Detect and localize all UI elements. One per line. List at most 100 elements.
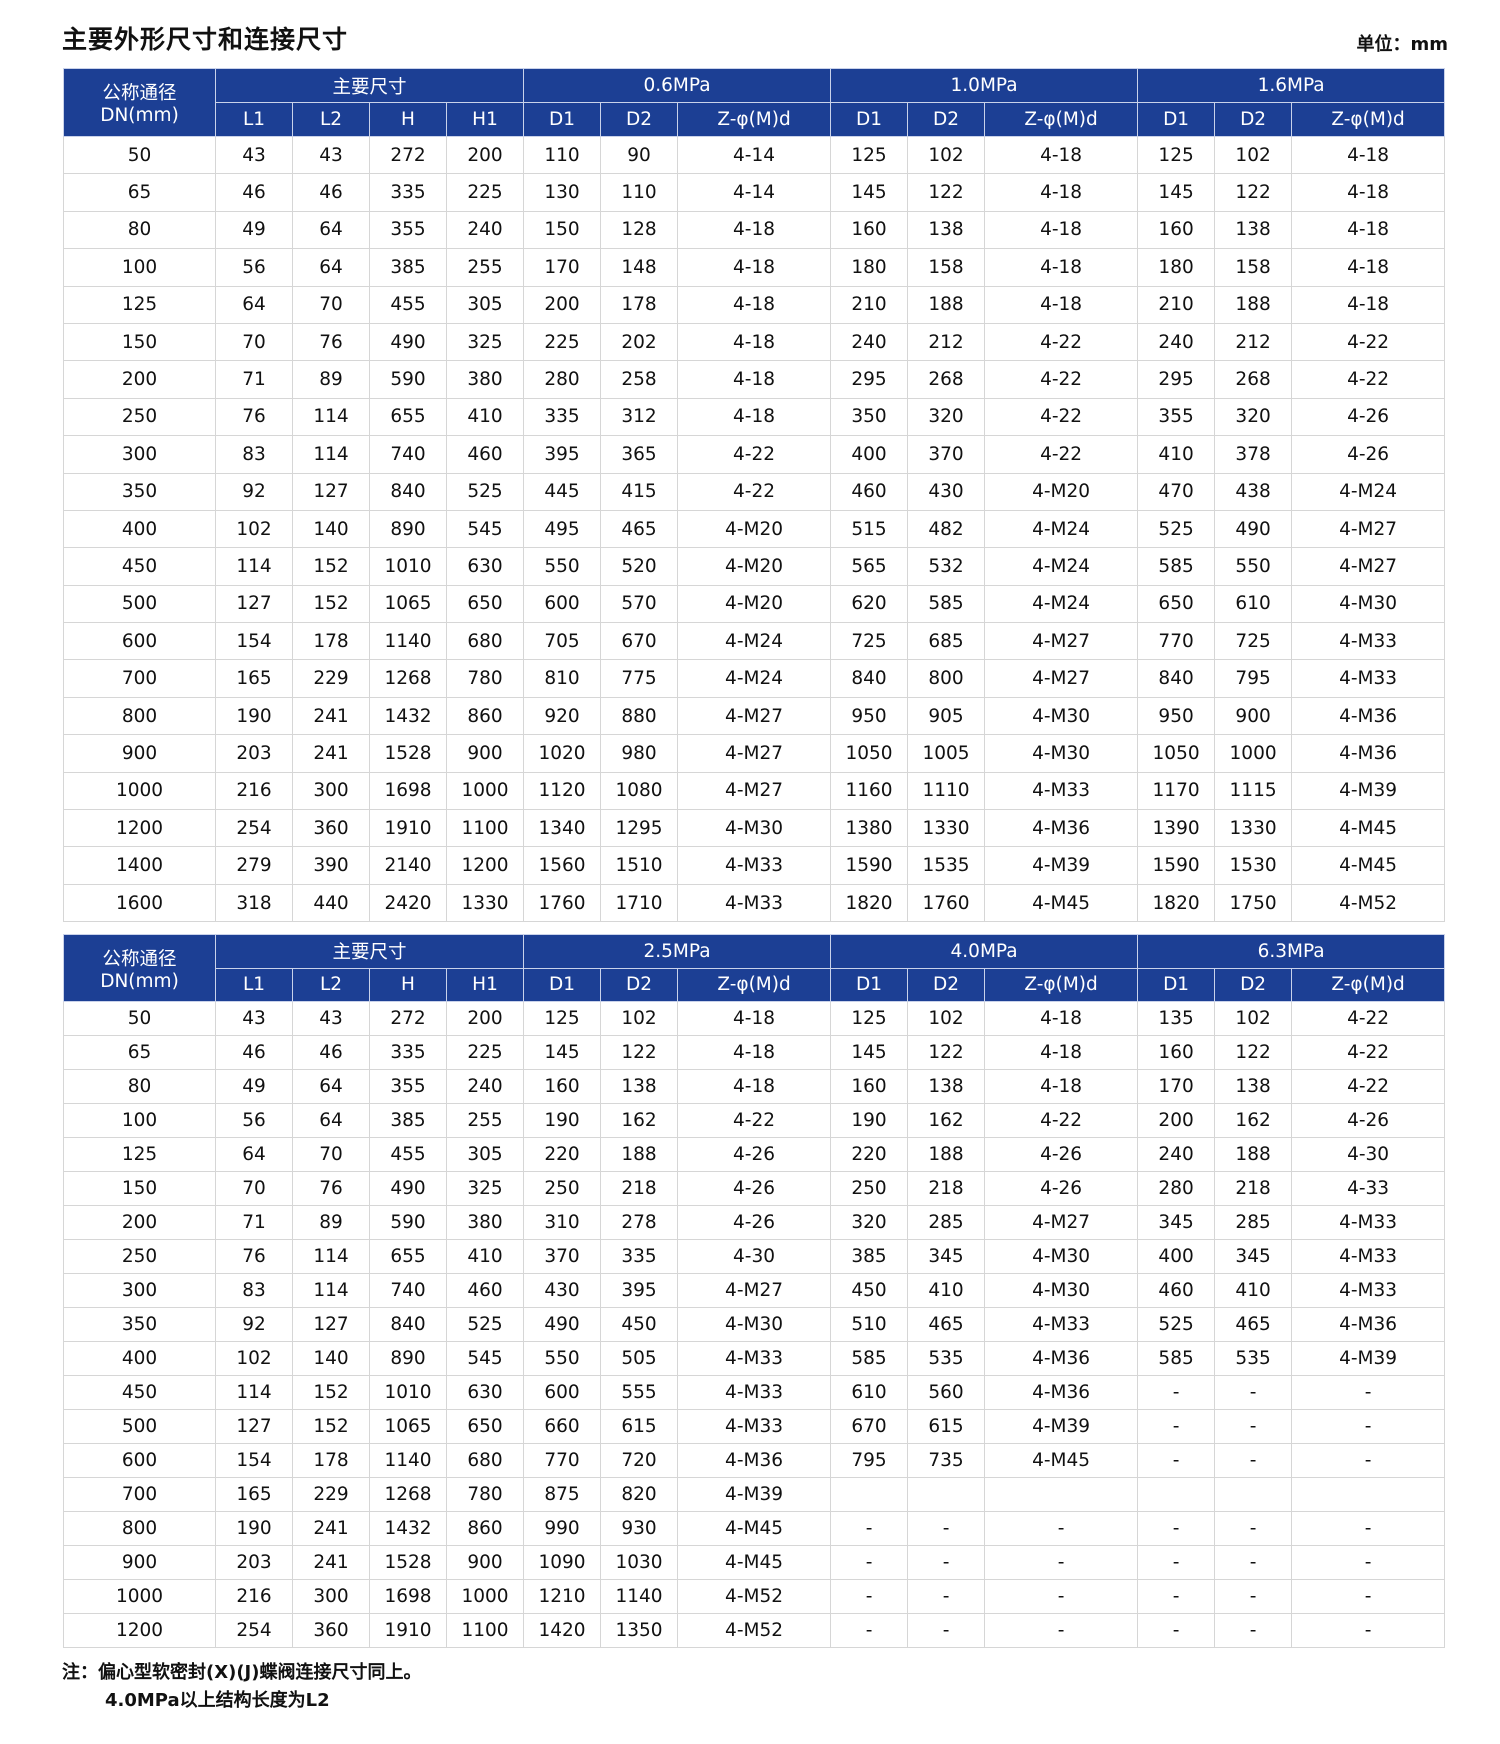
table-cell: 152 xyxy=(292,547,370,586)
table-cell: 860 xyxy=(445,696,525,736)
table-cell: 685 xyxy=(907,622,986,661)
column-header: D1 xyxy=(1137,102,1216,137)
table-cell xyxy=(830,1477,909,1512)
table-cell: 378 xyxy=(1214,435,1293,474)
table-cell: 1065 xyxy=(369,1409,447,1444)
column-header: Z-φ(M)d xyxy=(1291,967,1446,1002)
table-cell: 4-22 xyxy=(677,472,832,511)
table-cell: 450 xyxy=(63,547,216,586)
table-cell: 1005 xyxy=(907,734,986,773)
table-cell: 46 xyxy=(215,1035,293,1070)
table-cell: 89 xyxy=(292,360,370,399)
table-cell: - xyxy=(1291,1613,1446,1648)
table-cell: 154 xyxy=(215,1443,293,1478)
table-row: 250 76 114 655 410 370 335 4-30 385 345 4-M30 400 34… xyxy=(63,1239,1446,1274)
table-cell: 145 xyxy=(830,173,909,212)
table-row: 100 56 64 385 255 190 162 4-22 190 162 4-22 200 162 4… xyxy=(63,1103,1446,1138)
table-cell: 4-18 xyxy=(984,1035,1139,1070)
table-cell: 127 xyxy=(215,584,293,624)
table-cell: 470 xyxy=(1137,472,1216,511)
table-cell: 138 xyxy=(600,1069,679,1104)
table-cell: 670 xyxy=(600,622,679,661)
table-cell: 1000 xyxy=(445,1579,525,1614)
table-cell: 4-M33 xyxy=(984,1307,1139,1342)
dn-header: 公称通径 DN(mm) xyxy=(63,68,216,137)
table-row: 300 83 114 740 460 395 365 4-22 400 370 4-22 410 378… xyxy=(63,435,1446,474)
table-cell: 102 xyxy=(1214,1001,1293,1036)
table-cell: 210 xyxy=(1137,285,1216,324)
table-cell: 285 xyxy=(907,1205,986,1240)
table-cell: 285 xyxy=(1214,1205,1293,1240)
table-cell: 410 xyxy=(1214,1273,1293,1308)
table-cell: 1400 xyxy=(63,846,216,885)
table-cell: 65 xyxy=(63,173,216,212)
table-cell: 4-18 xyxy=(677,285,832,324)
table-cell: 410 xyxy=(1137,435,1216,474)
table-cell: 1340 xyxy=(523,809,602,848)
table-cell: 225 xyxy=(523,322,602,362)
table-cell: 520 xyxy=(600,547,679,586)
table-cell: 840 xyxy=(369,1307,447,1342)
table-cell: 740 xyxy=(369,435,447,474)
table-row: 350 92 127 840 525 445 415 4-22 460 430 4-M20 470 43… xyxy=(63,472,1446,511)
table-cell: - xyxy=(1137,1545,1216,1580)
table-cell: 325 xyxy=(445,322,525,362)
table-cell: 770 xyxy=(523,1443,602,1478)
table-cell: 1268 xyxy=(369,1477,447,1512)
table-cell: 4-M27 xyxy=(677,771,832,811)
table-cell: 465 xyxy=(1214,1307,1293,1342)
table-cell: 525 xyxy=(445,1307,525,1342)
table-cell: 295 xyxy=(1137,360,1216,399)
table-cell: 4-M52 xyxy=(677,1613,832,1648)
table-cell: 1330 xyxy=(907,809,986,848)
column-header: H xyxy=(369,967,447,1002)
table-cell: 188 xyxy=(1214,1137,1293,1172)
table-cell: - xyxy=(984,1579,1139,1614)
table-cell: 127 xyxy=(215,1409,293,1444)
column-header: D2 xyxy=(1214,102,1293,137)
table-cell: 4-22 xyxy=(1291,322,1446,362)
column-header: D1 xyxy=(830,102,909,137)
column-header: H1 xyxy=(445,102,525,137)
table-cell xyxy=(1291,1477,1446,1512)
table-cell: 203 xyxy=(215,734,293,773)
table-row: 200 71 89 590 380 280 258 4-18 295 268 4-22 295 268 4… xyxy=(63,360,1446,399)
table-cell: 135 xyxy=(1137,1001,1216,1036)
table-cell: 4-M27 xyxy=(984,1205,1139,1240)
table-cell: 4-M33 xyxy=(1291,622,1446,661)
table-cell: 860 xyxy=(445,1511,525,1546)
table-cell: 465 xyxy=(600,509,679,549)
table-cell: 180 xyxy=(1137,248,1216,287)
table-cell: 795 xyxy=(830,1443,909,1478)
table-cell: 1600 xyxy=(63,883,216,923)
table-cell: 390 xyxy=(292,846,370,885)
table-cell: 4-M27 xyxy=(677,696,832,736)
table-cell: 4-M30 xyxy=(1291,584,1446,624)
table-cell: 4-M36 xyxy=(1291,734,1446,773)
table-cell: 90 xyxy=(600,135,679,175)
page-title: 主要外形尺寸和连接尺寸 xyxy=(62,25,349,54)
column-header: Z-φ(M)d xyxy=(984,967,1139,1002)
table-cell: 4-18 xyxy=(1291,173,1446,212)
table-cell: 360 xyxy=(292,1613,370,1648)
table-cell: 990 xyxy=(523,1511,602,1546)
table-cell: 70 xyxy=(292,1137,370,1172)
table-cell: 1698 xyxy=(369,1579,447,1614)
table-cell: 600 xyxy=(523,584,602,624)
table-cell: - xyxy=(907,1579,986,1614)
table-cell: 1050 xyxy=(1137,734,1216,773)
table-cell: 670 xyxy=(830,1409,909,1444)
table-cell: 1140 xyxy=(369,622,447,661)
table-cell: 4-26 xyxy=(1291,1103,1446,1138)
table-cell: 4-M27 xyxy=(677,734,832,773)
column-header: L2 xyxy=(292,967,370,1002)
table-cell xyxy=(984,1477,1139,1512)
table-cell: 76 xyxy=(292,1171,370,1206)
table-cell: 510 xyxy=(830,1307,909,1342)
table-cell: - xyxy=(1214,1375,1293,1410)
table-row: 80 49 64 355 240 150 128 4-18 160 138 4-18 160 138 4-… xyxy=(63,210,1446,250)
table-cell: 138 xyxy=(907,1069,986,1104)
table-cell: - xyxy=(1291,1545,1446,1580)
table-cell: 125 xyxy=(1137,135,1216,175)
table-cell: 300 xyxy=(292,771,370,811)
